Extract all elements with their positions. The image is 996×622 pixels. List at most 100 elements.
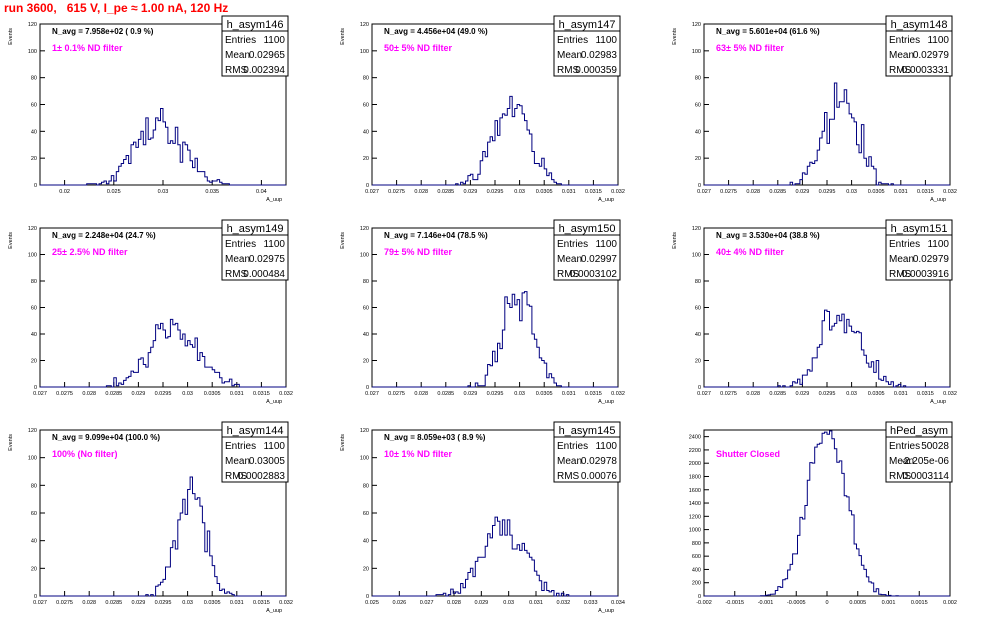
- x-tick-label: 0.03: [182, 391, 193, 397]
- y-tick-label: 20: [363, 566, 369, 572]
- x-tick-label: 0.0005: [849, 600, 866, 606]
- stats-label: Mean: [225, 254, 250, 265]
- stats-value: -2.205e-06: [901, 456, 950, 467]
- x-tick-label: 0.031: [230, 600, 244, 606]
- x-tick-label: 0.031: [230, 391, 244, 397]
- x-tick-label: 0.031: [894, 391, 908, 397]
- filter-annotation: 63± 5% ND filter: [716, 43, 784, 53]
- x-tick-label: 0.03: [182, 600, 193, 606]
- x-tick-label: 0.032: [943, 189, 957, 195]
- x-tick-label: 0.0315: [585, 391, 602, 397]
- filter-annotation: 1± 0.1% ND filter: [52, 43, 123, 53]
- filter-annotation: 25± 2.5% ND filter: [52, 247, 128, 257]
- y-tick-label: 100: [360, 49, 369, 55]
- y-tick-label: 40: [31, 539, 37, 545]
- x-tick-label: 0.03: [846, 189, 857, 195]
- stats-value: 1100: [595, 35, 617, 46]
- stats-value: 1100: [595, 239, 617, 250]
- nav-header: N_avg = 7.146e+04 (78.5 %): [384, 231, 488, 240]
- y-tick-label: 60: [31, 306, 37, 312]
- x-tick-label: 0.029: [796, 189, 810, 195]
- y-tick-label: 20: [695, 359, 701, 365]
- x-tick-label: 0.032: [279, 391, 293, 397]
- x-tick-label: 0.0315: [917, 391, 934, 397]
- y-tick-label: 100: [692, 253, 701, 259]
- x-tick-label: 0.0285: [769, 189, 786, 195]
- x-tick-label: 0.0295: [819, 189, 836, 195]
- stats-label: RMS: [889, 269, 912, 280]
- stats-value: 50028: [921, 441, 949, 452]
- y-tick-label: 400: [692, 567, 701, 573]
- y-tick-label: 100: [692, 49, 701, 55]
- x-tick-label: 0.029: [474, 600, 488, 606]
- y-tick-label: 20: [363, 359, 369, 365]
- histogram-panel-h_asym150: 0 20 40 60 80 100 120 0.027 0.0275 0.028 0.0285 0.0…: [340, 219, 625, 405]
- histogram-line: [704, 82, 950, 186]
- stats-box: [885, 421, 953, 483]
- stats-label: Mean: [557, 456, 582, 467]
- y-tick-label: 60: [363, 511, 369, 517]
- x-tick-label: 0.0285: [437, 391, 454, 397]
- stats-title: h_asym145: [559, 425, 616, 437]
- x-tick-label: 0.0275: [56, 600, 73, 606]
- y-tick-label: 120: [360, 428, 369, 434]
- filter-annotation: 40± 4% ND filter: [716, 247, 784, 257]
- stats-box: [553, 421, 621, 483]
- stats-label: Entries: [889, 441, 920, 452]
- x-axis-title: A_uup: [598, 197, 614, 203]
- y-tick-label: 80: [31, 76, 37, 82]
- x-axis-title: A_uup: [266, 197, 282, 203]
- nav-header: N_avg = 9.099e+04 (100.0 %): [52, 433, 160, 442]
- x-tick-label: 0.028: [414, 391, 428, 397]
- y-axis-title: Events: [340, 232, 346, 249]
- stats-title: h_asym144: [227, 425, 284, 437]
- stats-label: Entries: [225, 35, 256, 46]
- nav-header: N_avg = 2.248e+04 (24.7 %): [52, 231, 156, 240]
- stats-box: [221, 421, 289, 483]
- x-tick-label: 0.0305: [536, 189, 553, 195]
- y-tick-label: 20: [31, 566, 37, 572]
- x-tick-label: 0.028: [82, 391, 96, 397]
- stats-label: Entries: [889, 239, 920, 250]
- stats-value: 0.000484: [243, 269, 285, 280]
- x-tick-label: 0.0305: [868, 189, 885, 195]
- x-tick-label: 0.04: [256, 189, 267, 195]
- y-tick-label: 0: [698, 594, 701, 600]
- y-tick-label: 100: [28, 456, 37, 462]
- x-tick-label: 0.0315: [917, 189, 934, 195]
- histogram-panel-h_asym148: 0 20 40 60 80 100 120 0.027 0.0275 0.028 0.0285 0.0…: [672, 15, 957, 203]
- y-tick-label: 1800: [689, 474, 701, 480]
- y-tick-label: 0: [698, 183, 701, 189]
- histogram-panel-h_asym146: 0 20 40 60 80 100 120 0.02 0.025 0.03 0.035 0.04 Eve…: [8, 15, 289, 203]
- stats-label: Entries: [889, 35, 920, 46]
- y-tick-label: 80: [363, 483, 369, 489]
- stats-label: Mean: [557, 50, 582, 61]
- y-tick-label: 80: [363, 279, 369, 285]
- x-tick-label: 0.0295: [155, 391, 172, 397]
- histogram-panel-hPed_asym: 0 200 400 600 800 1000 1200 1400 1600 1800 2000 220…: [689, 421, 957, 606]
- y-tick-label: 40: [31, 332, 37, 338]
- y-tick-label: 60: [31, 511, 37, 517]
- x-tick-label: 0.032: [611, 189, 625, 195]
- stats-label: RMS: [225, 269, 248, 280]
- x-tick-label: 0.027: [697, 189, 711, 195]
- stats-title: h_asym149: [227, 223, 284, 235]
- x-tick-label: 0.029: [132, 600, 146, 606]
- histogram-panel-h_asym144: 0 20 40 60 80 100 120 0.027 0.0275 0.028 0.0285 0.0…: [8, 421, 293, 614]
- stats-label: Mean: [889, 456, 914, 467]
- stats-title: hPed_asym: [890, 425, 948, 437]
- y-tick-label: 40: [363, 129, 369, 135]
- nav-header: N_avg = 8.059e+03 ( 8.9 %): [384, 433, 486, 442]
- x-axis-title: A_uup: [598, 608, 614, 614]
- y-axis-title: Events: [672, 28, 678, 45]
- x-tick-label: 0.0305: [204, 600, 221, 606]
- stats-title: h_asym146: [227, 19, 284, 31]
- y-axis-title: Events: [340, 434, 346, 451]
- y-tick-label: 40: [695, 129, 701, 135]
- stats-label: RMS: [557, 471, 580, 482]
- x-tick-label: 0.0285: [769, 391, 786, 397]
- y-axis-title: Events: [8, 434, 14, 451]
- x-tick-label: 0.0285: [437, 189, 454, 195]
- stats-label: Mean: [225, 456, 250, 467]
- x-tick-label: 0.025: [365, 600, 379, 606]
